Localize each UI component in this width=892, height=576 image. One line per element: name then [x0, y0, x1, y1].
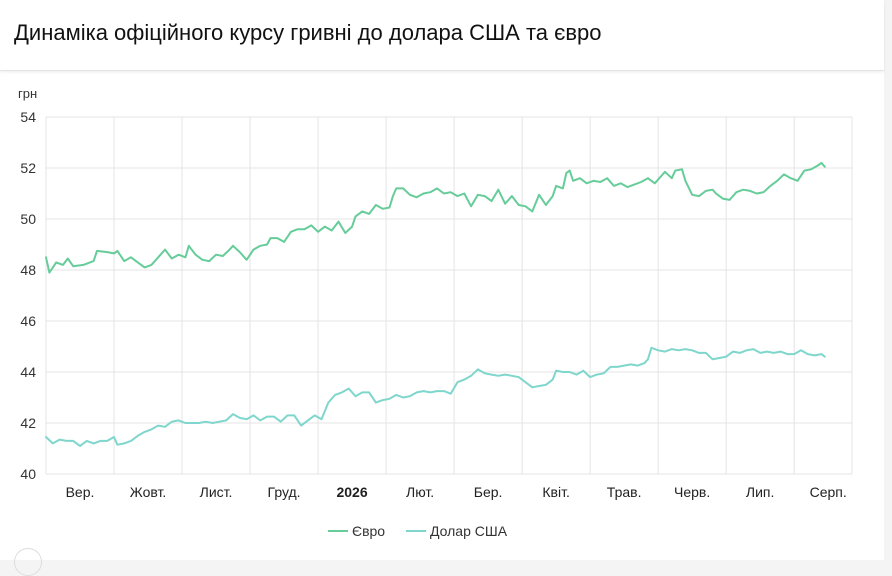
- y-tick-label: 46: [20, 313, 36, 329]
- y-tick-label: 42: [20, 415, 36, 431]
- x-tick-label: Серп.: [810, 484, 847, 500]
- y-tick-label: 40: [20, 466, 36, 482]
- legend-item[interactable]: Євро: [328, 523, 385, 539]
- y-axis-ticks: 40 42 44 46 48 50 52 54: [20, 109, 36, 482]
- x-tick-label: Квіт.: [542, 484, 569, 500]
- legend-item[interactable]: Долар США: [406, 523, 508, 539]
- chart-header: Динаміка офіційного курсу гривні до дола…: [0, 0, 884, 71]
- x-tick-label: Лист.: [200, 484, 233, 500]
- legend[interactable]: Євро Долар США: [328, 523, 508, 539]
- x-tick-label: 2026: [336, 484, 367, 500]
- bottom-corner-decoration: [14, 548, 42, 576]
- chart-title: Динаміка офіційного курсу гривні до дола…: [14, 20, 602, 45]
- y-tick-label: 50: [20, 211, 36, 227]
- x-tick-label: Бер.: [474, 484, 503, 500]
- series-lines: [45, 161, 826, 447]
- x-tick-label: Груд.: [268, 484, 301, 500]
- y-tick-label: 54: [20, 109, 36, 125]
- x-tick-label: Черв.: [674, 484, 710, 500]
- series-line-0: [45, 161, 826, 274]
- x-tick-label: Лип.: [746, 484, 774, 500]
- legend-label: Долар США: [430, 523, 508, 539]
- grid-lines: [45, 116, 853, 475]
- x-tick-label: Жовт.: [130, 484, 166, 500]
- line-chart: 40 42 44 46 48 50 52 54 Вер. Жовт. Лист. Груд. 2026…: [20, 109, 853, 539]
- legend-label: Євро: [352, 523, 385, 539]
- y-axis-unit-label: грн: [18, 86, 38, 101]
- y-tick-label: 48: [20, 262, 36, 278]
- y-tick-label: 44: [20, 364, 36, 380]
- x-tick-label: Лют.: [406, 484, 434, 500]
- x-tick-label: Вер.: [66, 484, 95, 500]
- x-axis-ticks: Вер. Жовт. Лист. Груд. 2026 Лют. Бер. Квіт. Трав…: [66, 484, 847, 500]
- y-tick-label: 52: [20, 160, 36, 176]
- x-tick-label: Трав.: [607, 484, 642, 500]
- series-line-1: [45, 346, 826, 447]
